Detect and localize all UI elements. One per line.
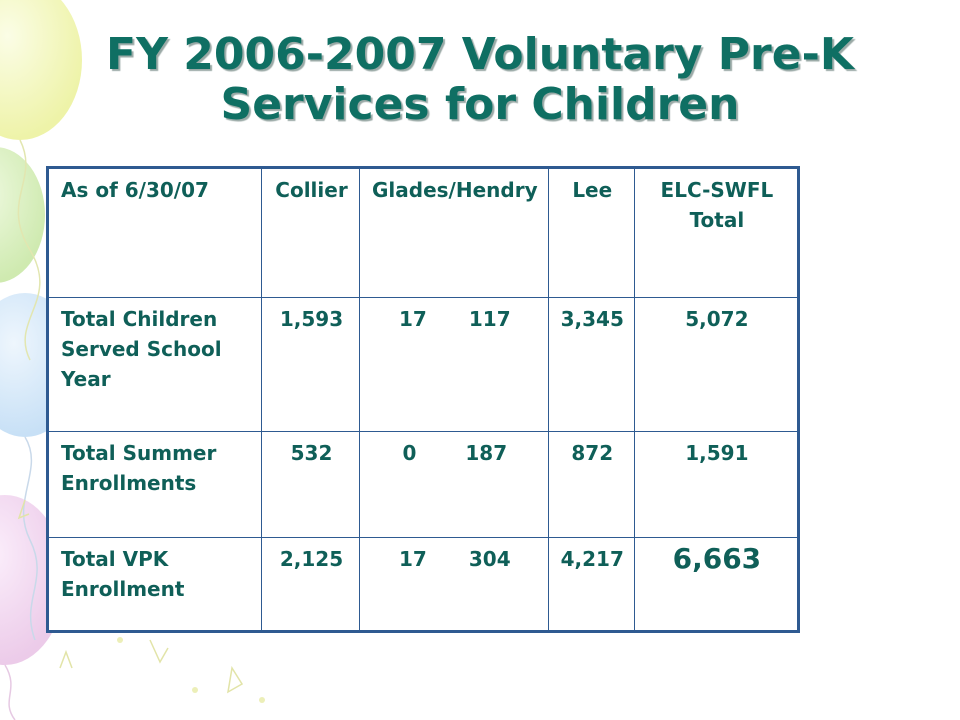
- table-row: Total VPK Enrollment 2,125 17 304 4,217 …: [47, 537, 799, 632]
- table-header-row: As of 6/30/07 Collier Glades/Hendry Lee …: [47, 167, 799, 298]
- header-as-of: As of 6/30/07: [47, 167, 262, 298]
- cell-collier: 2,125: [261, 537, 360, 632]
- header-lee: Lee: [547, 167, 635, 298]
- cell-lee: 4,217: [547, 537, 635, 632]
- table-row: Total Children Served School Year 1,593 …: [47, 297, 799, 432]
- table-row: Total Summer Enrollments 532 0 187 872 1…: [47, 431, 799, 538]
- cell-glades: 17: [399, 547, 427, 571]
- cell-hendry: 187: [465, 441, 508, 465]
- cell-hendry: 304: [468, 547, 511, 571]
- header-collier: Collier: [261, 167, 360, 298]
- cell-collier: 1,593: [261, 297, 360, 432]
- header-glades-hendry: Glades/Hendry: [359, 167, 549, 298]
- row-label: Total Children Served School Year: [47, 297, 262, 432]
- vpk-enrollment-table: As of 6/30/07 Collier Glades/Hendry Lee …: [46, 166, 800, 633]
- cell-glades-hendry: 17 117: [359, 297, 549, 432]
- cell-total: 5,072: [633, 297, 799, 432]
- cell-lee: 3,345: [547, 297, 635, 432]
- cell-glades-hendry: 17 304: [359, 537, 549, 632]
- row-label: Total Summer Enrollments: [47, 431, 262, 538]
- balloon-green-icon: [0, 147, 45, 283]
- cell-glades: 0: [402, 441, 417, 465]
- slide-title-line2: Services for Children: [220, 79, 740, 130]
- cell-collier: 532: [261, 431, 360, 538]
- cell-hendry: 117: [468, 307, 511, 331]
- slide-title: FY 2006-2007 Voluntary Pre-K Services fo…: [40, 30, 920, 130]
- cell-lee: 872: [547, 431, 635, 538]
- cell-total: 1,591: [633, 431, 799, 538]
- slide-title-line1: FY 2006-2007 Voluntary Pre-K: [106, 29, 854, 80]
- balloon-yellow-icon: [0, 0, 82, 140]
- cell-glades: 17: [399, 307, 427, 331]
- row-label: Total VPK Enrollment: [47, 537, 262, 632]
- header-elc-total: ELC-SWFL Total: [633, 167, 799, 298]
- cell-glades-hendry: 0 187: [359, 431, 549, 538]
- cell-total-grand: 6,663: [633, 537, 799, 632]
